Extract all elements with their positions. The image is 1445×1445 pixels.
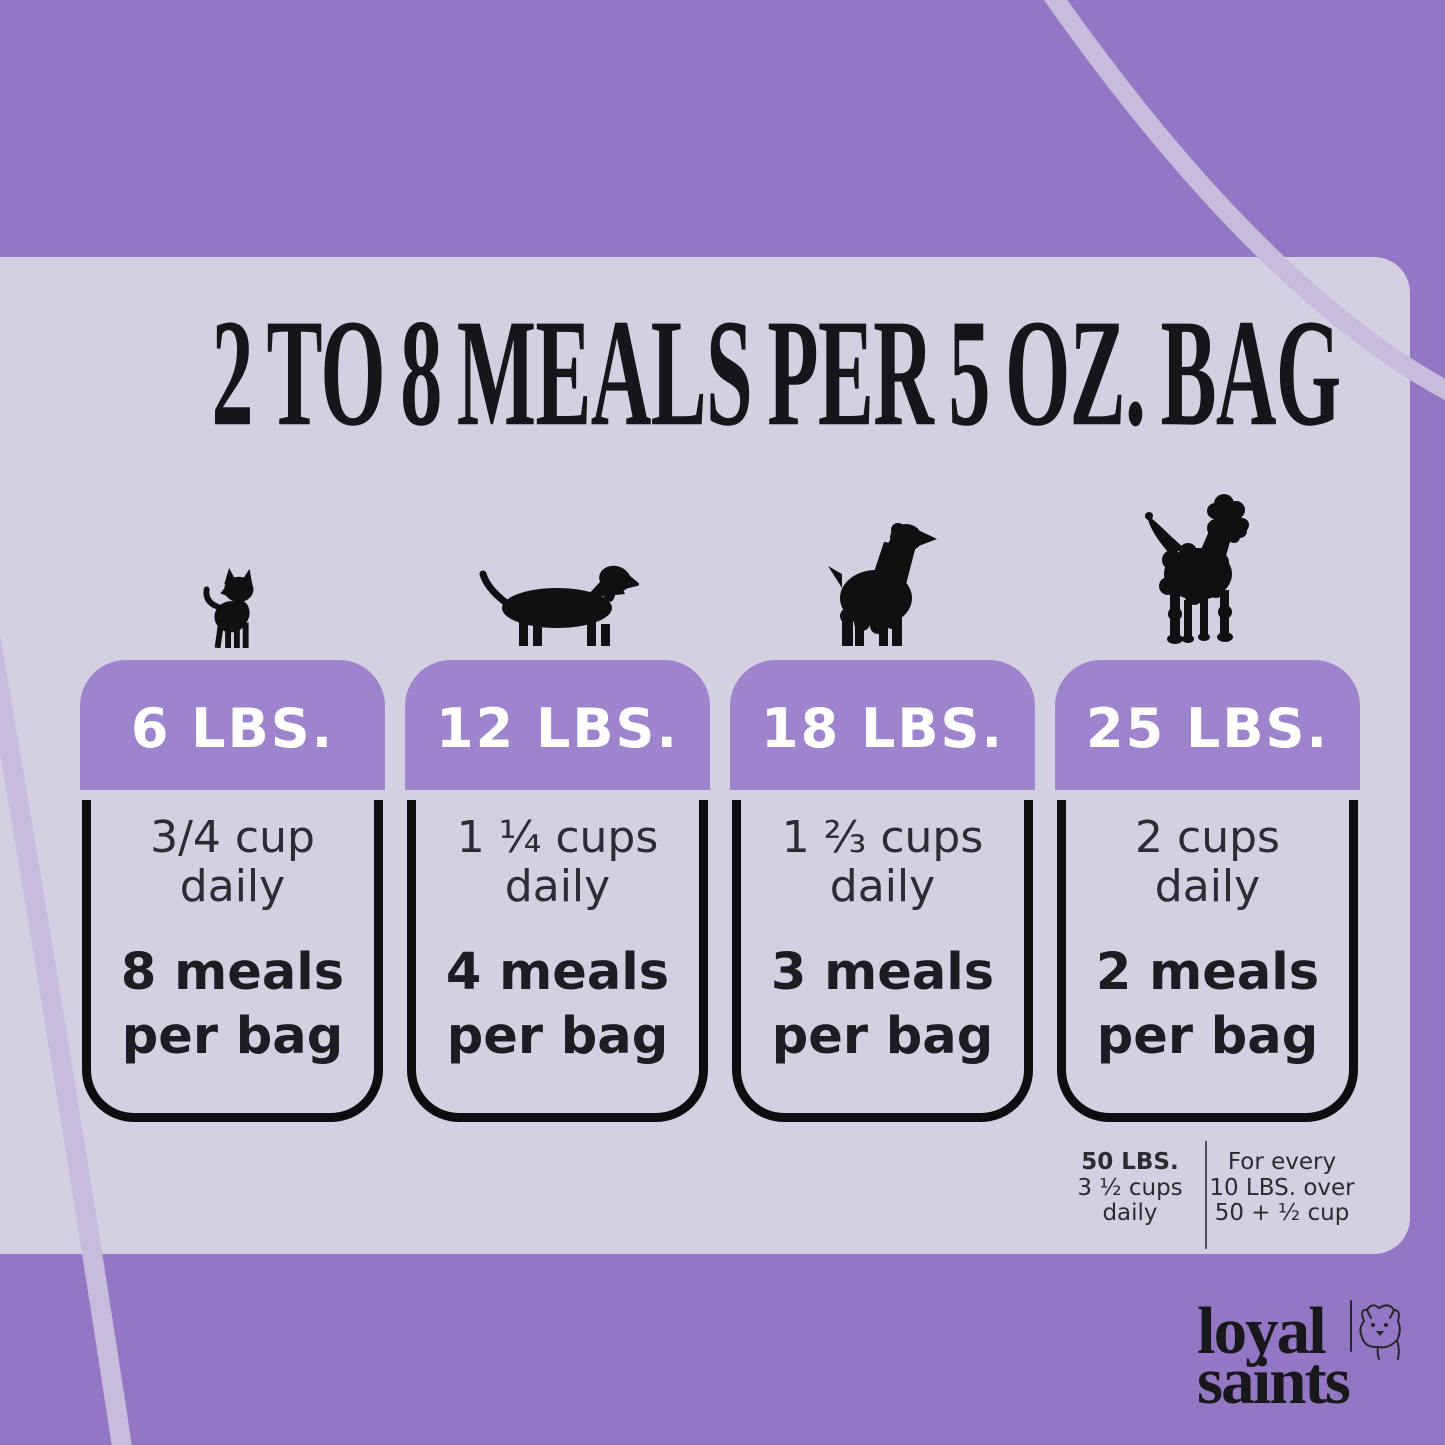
- dachshund-icon: [479, 565, 639, 646]
- meals-word: per bag: [121, 1007, 344, 1066]
- daily-amount: 1 ⅔ cups: [781, 812, 984, 863]
- meals-count: 8 meals: [120, 943, 345, 1002]
- poodle-icon: [1145, 494, 1249, 644]
- meals-count: 3 meals: [770, 943, 995, 1002]
- meals-count: 4 meals: [445, 943, 670, 1002]
- daily-word: daily: [179, 861, 286, 912]
- weight-label: 12 LBS.: [436, 696, 679, 760]
- logo-word-loyal: loyal: [1197, 1294, 1327, 1368]
- meals-count: 2 meals: [1095, 943, 1320, 1002]
- meals-word: per bag: [771, 1007, 994, 1066]
- weight-label: 25 LBS.: [1086, 696, 1329, 760]
- weight-badge: 6 LBS.: [80, 660, 385, 790]
- column-18lbs: 18 LBS. 1 ⅔ cups daily 3 meals per bag: [730, 0, 1035, 1445]
- spaniel-icon: [828, 523, 937, 646]
- column-25lbs: 25 LBS. 2 cups daily 2 meals per bag: [1055, 0, 1360, 1445]
- daily-word: daily: [1154, 861, 1261, 912]
- daily-word: daily: [504, 861, 611, 912]
- footnote-rule-1: For every: [1227, 1149, 1337, 1175]
- meals-per-bag: 4 meals per bag: [405, 941, 710, 1069]
- column-outline: [1057, 800, 1358, 1122]
- large-dog-footnote: 50 LBS. 3 ½ cups daily For every 10 LBS.…: [1055, 1141, 1357, 1250]
- weight-badge: 12 LBS.: [405, 660, 710, 790]
- meals-word: per bag: [1096, 1007, 1319, 1066]
- footnote-daily: daily: [1102, 1200, 1158, 1226]
- meals-per-bag: 8 meals per bag: [80, 941, 385, 1069]
- footnote-cups: 3 ½ cups: [1077, 1174, 1183, 1201]
- column-6lbs: 6 LBS. 3/4 cup daily 8 meals per bag: [80, 0, 385, 1445]
- daily-amount: 1 ¼ cups: [456, 812, 659, 863]
- meals-per-bag: 2 meals per bag: [1055, 941, 1360, 1069]
- logo-dog-sketch-icon: [1350, 1300, 1401, 1360]
- daily-portion: 1 ⅔ cups daily: [730, 813, 1035, 911]
- weight-badge: 18 LBS.: [730, 660, 1035, 790]
- daily-portion: 2 cups daily: [1055, 813, 1360, 911]
- column-outline: [732, 800, 1033, 1122]
- footnote-rule-2: 10 LBS. over: [1209, 1174, 1355, 1201]
- footnote-50lbs: 50 LBS. 3 ½ cups daily: [1055, 1149, 1205, 1250]
- daily-amount: 3/4 cup: [150, 812, 315, 863]
- chihuahua-icon: [203, 567, 254, 648]
- weight-label: 18 LBS.: [761, 696, 1004, 760]
- footnote-weight: 50 LBS.: [1081, 1149, 1179, 1175]
- daily-amount: 2 cups: [1135, 812, 1280, 863]
- daily-portion: 1 ¼ cups daily: [405, 813, 710, 911]
- column-12lbs: 12 LBS. 1 ¼ cups daily 4 meals per bag: [405, 0, 710, 1445]
- weight-label: 6 LBS.: [130, 696, 335, 760]
- weight-badge: 25 LBS.: [1055, 660, 1360, 790]
- meals-word: per bag: [446, 1007, 669, 1066]
- footnote-divider: [1205, 1141, 1207, 1249]
- logo-word-saints: saints: [1197, 1344, 1351, 1418]
- footnote-over-50: For every 10 LBS. over 50 + ½ cup: [1207, 1149, 1357, 1250]
- daily-word: daily: [829, 861, 936, 912]
- meals-per-bag: 3 meals per bag: [730, 941, 1035, 1069]
- daily-portion: 3/4 cup daily: [80, 813, 385, 911]
- column-outline: [407, 800, 708, 1122]
- footnote-rule-3: 50 + ½ cup: [1214, 1200, 1350, 1226]
